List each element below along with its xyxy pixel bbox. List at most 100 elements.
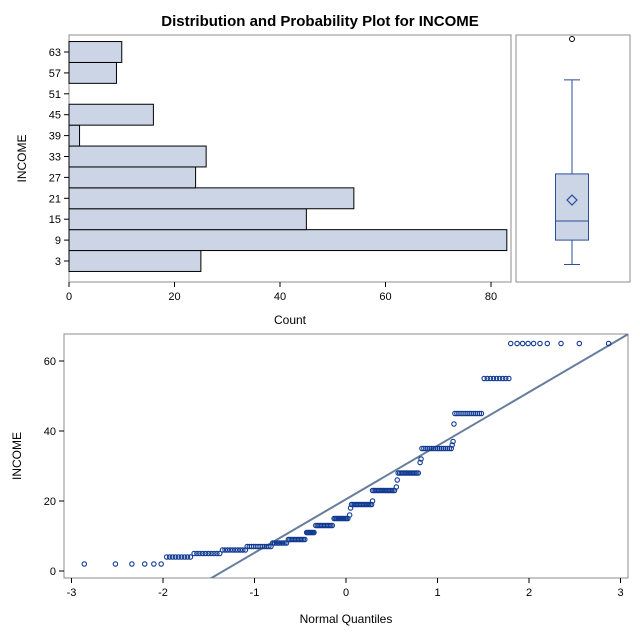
data-point [141, 561, 148, 567]
data-point [202, 550, 209, 557]
y-tick-label: 3 [55, 256, 61, 268]
x-tick-label: 40 [274, 291, 286, 303]
data-point [222, 547, 228, 553]
data-point [227, 547, 233, 553]
y-tick-label: 39 [49, 131, 61, 143]
y-tick-label: 21 [49, 193, 61, 205]
data-point [166, 554, 173, 560]
data-point [490, 375, 497, 382]
data-point [537, 340, 543, 347]
data-point [224, 547, 231, 553]
interquartile-box [555, 173, 589, 241]
x-tick-label: 20 [168, 291, 180, 303]
histogram-bar [68, 41, 123, 63]
data-point [369, 498, 376, 504]
data-point [273, 540, 279, 546]
data-point [446, 445, 453, 452]
data-point [393, 484, 400, 490]
data-point [232, 547, 238, 553]
data-point [197, 550, 203, 557]
outlier-point [569, 36, 575, 43]
y-tick-label: 45 [49, 110, 61, 122]
data-point [487, 375, 494, 382]
histogram-bar [68, 250, 202, 272]
data-point [266, 543, 272, 550]
data-point [347, 505, 354, 511]
data-point [544, 340, 551, 347]
data-point [229, 547, 236, 553]
x-tick-label: 60 [379, 291, 391, 303]
data-point [237, 547, 244, 553]
data-point [81, 561, 88, 567]
histogram-bar [68, 103, 154, 126]
data-point [576, 340, 583, 347]
data-point [270, 540, 276, 546]
data-point [478, 410, 485, 417]
y-tick-label: 20 [44, 496, 56, 508]
data-point [448, 445, 454, 452]
y-tick-label: 60 [44, 356, 56, 368]
y-tick-label: 0 [50, 566, 56, 578]
y-tick-label: 63 [49, 47, 61, 59]
data-point [151, 561, 157, 567]
data-point [449, 442, 455, 448]
data-point [275, 540, 281, 546]
y-tick-label: 51 [49, 89, 61, 101]
data-point [493, 375, 500, 382]
data-point [216, 550, 223, 557]
data-point [208, 550, 214, 557]
data-point [496, 375, 503, 382]
x-tick-label: 1 [434, 587, 440, 599]
data-point [278, 540, 285, 546]
data-point [481, 375, 487, 382]
x-tick-label: 0 [66, 291, 72, 303]
histogram-bar [68, 145, 207, 168]
data-point [158, 561, 164, 567]
data-point [214, 550, 220, 557]
histogram-bar [68, 187, 355, 210]
data-point [476, 410, 483, 417]
data-point [418, 456, 424, 462]
data-point [530, 340, 537, 347]
data-point [194, 550, 200, 557]
x-axis-label: Normal Quantiles [300, 612, 393, 626]
x-tick-label: -1 [250, 587, 260, 599]
y-tick-label: 15 [49, 214, 61, 226]
data-point [205, 550, 212, 557]
data-point [191, 550, 197, 557]
data-point [169, 554, 176, 560]
x-tick-label: -3 [67, 587, 77, 599]
data-point [605, 340, 612, 347]
data-point [211, 550, 217, 557]
data-point [451, 421, 457, 427]
data-point [129, 561, 135, 567]
data-point [450, 438, 456, 445]
x-tick-label: 2 [526, 587, 532, 599]
data-point [514, 340, 520, 347]
mean-marker [566, 194, 578, 206]
y-tick-label: 40 [44, 426, 56, 438]
data-point [519, 340, 526, 347]
data-point [503, 375, 509, 382]
x-tick-label: 3 [617, 587, 623, 599]
data-point [346, 512, 353, 518]
data-point [484, 375, 491, 382]
boxplot-panel [515, 34, 631, 283]
data-point [276, 540, 283, 546]
data-point [368, 501, 375, 508]
data-point [506, 375, 512, 382]
x-tick-label: 0 [343, 587, 349, 599]
y-tick-label: 27 [49, 172, 61, 184]
data-point [525, 340, 531, 347]
data-point [234, 547, 241, 553]
data-point [184, 554, 191, 560]
data-point [181, 554, 188, 560]
data-point [282, 540, 288, 546]
data-point [175, 554, 182, 560]
data-point [112, 561, 119, 567]
data-point [178, 554, 185, 560]
data-point [417, 459, 423, 466]
data-point [507, 340, 514, 347]
